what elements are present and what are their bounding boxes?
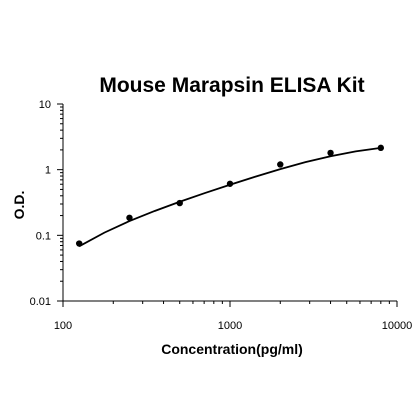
x-tick-label: 1000 <box>218 320 242 332</box>
chart-title: Mouse Marapsin ELISA Kit <box>99 74 364 97</box>
data-points <box>75 144 385 247</box>
y-axis-ticks: 0.01 0.1 1 10 <box>30 99 63 308</box>
data-point <box>126 214 133 221</box>
data-point <box>75 240 83 247</box>
axes <box>62 104 397 302</box>
data-point <box>176 199 183 207</box>
x-tick-label: 10000 <box>382 320 413 332</box>
x-axis-label: Concentration(pg/ml) <box>161 341 303 357</box>
y-tick-label: 0.01 <box>30 296 51 308</box>
fit-curve-line <box>78 146 381 248</box>
data-point <box>377 144 385 152</box>
data-point <box>327 149 334 157</box>
y-tick-label: 10 <box>39 99 51 111</box>
x-tick-label: 100 <box>54 320 72 332</box>
y-tick-label: 1 <box>45 165 51 177</box>
data-point <box>277 161 284 168</box>
y-axis-label: O.D. <box>11 191 27 220</box>
y-tick-label: 0.1 <box>36 230 51 242</box>
data-point <box>226 180 234 187</box>
x-axis-ticks: 100 1000 10000 <box>54 301 412 332</box>
